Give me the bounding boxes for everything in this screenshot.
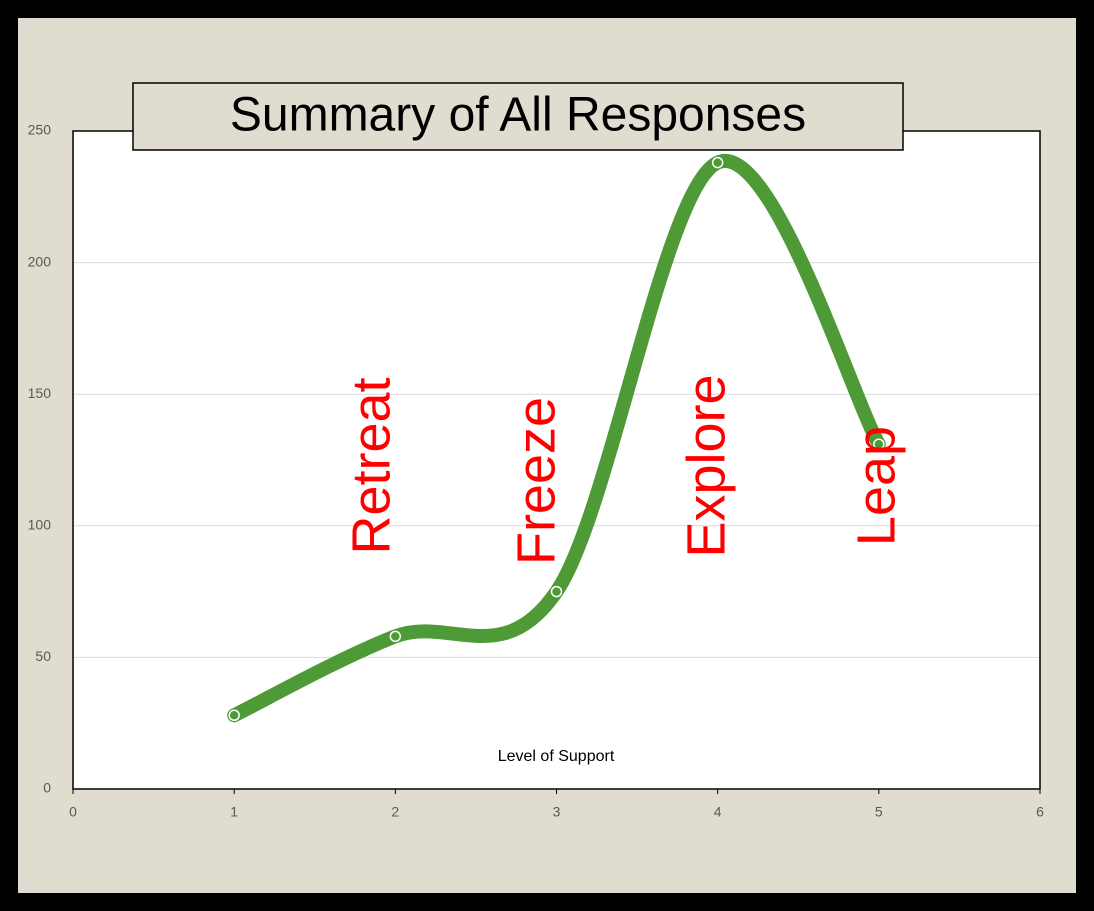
- data-point: [550, 585, 563, 598]
- y-tick-label: 250: [28, 122, 52, 138]
- y-tick-label: 200: [28, 253, 52, 269]
- annotations: Retreat Freeze Explore Leap: [341, 374, 906, 565]
- x-tick-label: 0: [69, 804, 77, 820]
- data-point: [711, 156, 724, 169]
- x-tick-label: 3: [553, 804, 561, 820]
- y-tick-label: 100: [28, 517, 52, 533]
- x-tick-label: 5: [875, 804, 883, 820]
- series-line: [227, 154, 886, 723]
- data-point: [389, 630, 402, 643]
- marks: [227, 154, 886, 723]
- chart-title: Summary of All Responses: [230, 89, 806, 142]
- annotation: Freeze: [506, 397, 566, 565]
- x-tick-label: 4: [714, 804, 722, 820]
- x-tick-label: 6: [1036, 804, 1044, 820]
- plot-area: [73, 131, 1040, 789]
- grid: 0 50 100 150 200 250 0 1 2 3 4 5 6: [28, 122, 1044, 820]
- annotation: Retreat: [341, 377, 401, 554]
- annotation: Leap: [846, 426, 906, 546]
- x-tick-label: 1: [230, 804, 238, 820]
- x-axis-label: Level of Support: [498, 748, 615, 765]
- y-tick-label: 150: [28, 385, 52, 401]
- x-tick-label: 2: [391, 804, 399, 820]
- y-tick-label: 50: [35, 648, 51, 664]
- annotation: Explore: [676, 374, 736, 557]
- data-point: [873, 438, 885, 450]
- data-point: [228, 709, 240, 722]
- title-box: [132, 82, 904, 151]
- y-tick-label: 0: [43, 780, 51, 796]
